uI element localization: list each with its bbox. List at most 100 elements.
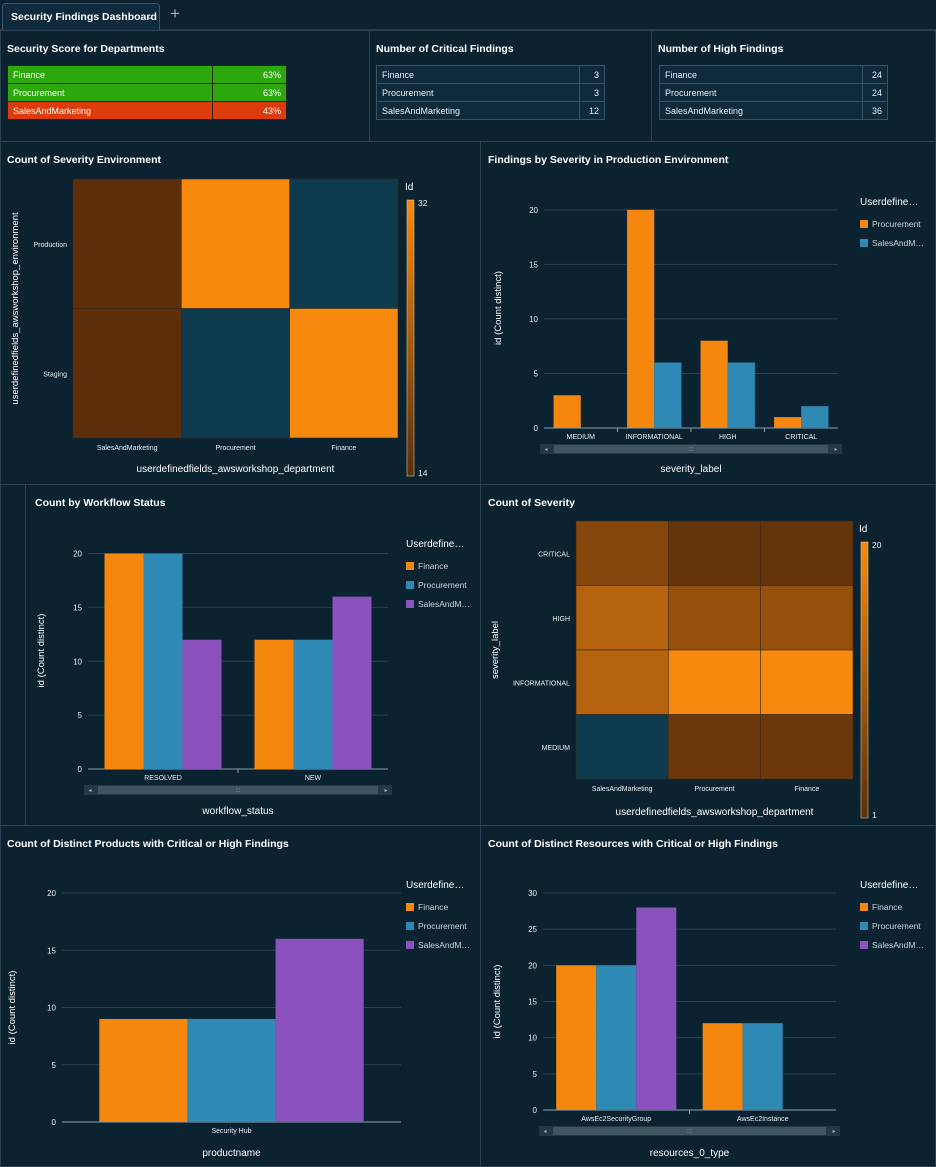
- heat-cell: [575, 585, 669, 651]
- dept-cell: SalesAndMarketing: [659, 101, 863, 120]
- dept-cell: Finance: [659, 65, 863, 84]
- x-axis-title: productname: [202, 1148, 261, 1159]
- dept-cell: SalesAndMarketing: [376, 101, 580, 120]
- y-axis-title: id (Count distinct): [7, 971, 18, 1045]
- legend-label: Procurement: [418, 921, 467, 931]
- tab-security-findings-dashboard[interactable]: Security Findings Dashboard ⌄: [2, 3, 160, 30]
- value-cell: 3: [579, 83, 605, 102]
- heat-cell: [760, 714, 854, 780]
- panel-critical-findings[interactable]: Number of Critical Findings Finance 3 Proc…: [369, 30, 652, 142]
- legend-label: Finance: [418, 902, 449, 912]
- table-row: Finance 63%: [7, 65, 287, 84]
- y-tick-label: 15: [528, 998, 537, 1007]
- bar-procurement: [187, 1018, 276, 1122]
- heat-cell: [72, 178, 182, 309]
- y-tick-label: 5: [78, 711, 83, 720]
- y-tick-label: 5: [533, 1070, 538, 1079]
- bar-procurement: [553, 395, 581, 428]
- legend-label: SalesAndM…: [418, 599, 470, 609]
- y-tick-label: 10: [529, 315, 538, 324]
- env-heatmap-chart: Production Staging SalesAndMarketing Procur…: [10, 178, 428, 478]
- panel-resources[interactable]: Count of Distinct Resources with Critica…: [480, 825, 936, 1167]
- panel-workflow-status[interactable]: Count by Workflow Status 0 5 10 15 20 RESOLVE…: [25, 484, 481, 826]
- x-axis-title: resources_0_type: [650, 1148, 730, 1159]
- y-tick-label: MEDIUM: [542, 745, 571, 752]
- bar-salesandmarketing: [801, 406, 829, 428]
- scroll-right-icon: ▸: [384, 788, 387, 794]
- panel-products[interactable]: Count of Distinct Products with Critical…: [0, 825, 481, 1167]
- legend-label: SalesAndM…: [418, 940, 470, 950]
- bar-salesandmarketing: [654, 362, 682, 428]
- table-row: Procurement 24: [659, 83, 888, 102]
- table-row: SalesAndMarketing 36: [659, 101, 888, 120]
- prod-severity-chart: 0 5 10 15 20 MEDIUM INFORMATIONAL HIGH CRITICAL:…: [493, 197, 924, 475]
- dept-cell: Finance: [376, 65, 580, 84]
- legend-title: Id: [859, 524, 867, 535]
- heat-cell: [289, 308, 399, 439]
- legend-title: Id: [405, 182, 413, 193]
- panel-spacer: [0, 484, 26, 826]
- legend-swatch: [406, 562, 414, 570]
- table-row: Finance 24: [659, 65, 888, 84]
- chevron-down-icon[interactable]: ⌄: [145, 11, 154, 22]
- y-tick-label: 20: [47, 889, 56, 898]
- legend-swatch: [860, 941, 868, 949]
- scroll-right-icon: ▸: [832, 1129, 835, 1135]
- panel-title: Count of Severity: [488, 497, 575, 509]
- panel-severity-heatmap[interactable]: Count of Severity CRITICAL HIGH INFORMATIO…: [480, 484, 936, 826]
- panel-high-findings[interactable]: Number of High Findings Finance 24 Procure…: [651, 30, 936, 142]
- legend-max-label: 20: [872, 540, 882, 550]
- y-tick-label: 20: [529, 206, 538, 215]
- panel-prod-severity[interactable]: Findings by Severity in Production Envir…: [480, 141, 936, 485]
- legend-label: Procurement: [418, 580, 467, 590]
- legend-swatch: [406, 941, 414, 949]
- x-tick-label: CRITICAL: [785, 434, 817, 441]
- bar-salesandmarketing: [182, 639, 222, 769]
- dept-cell: SalesAndMarketing: [7, 101, 213, 120]
- bar-finance: [254, 639, 294, 769]
- legend-max-label: 32: [418, 198, 428, 208]
- x-axis-title: severity_label: [660, 464, 721, 475]
- scroll-left-icon: ◂: [544, 447, 547, 453]
- dept-cell: Procurement: [7, 83, 213, 102]
- panel-env-heatmap[interactable]: Count of Severity Environment Production…: [0, 141, 481, 485]
- table-row: SalesAndMarketing 43%: [7, 101, 287, 120]
- x-tick-label: SalesAndMarketing: [592, 786, 653, 793]
- heat-cell: [668, 714, 761, 780]
- y-tick-label: 5: [52, 1061, 57, 1070]
- y-tick-label: 20: [73, 550, 82, 559]
- y-tick-label: 10: [47, 1004, 56, 1013]
- legend-title: Userdefine…: [860, 197, 918, 208]
- x-tick-label: AwsEc2SecurityGroup: [581, 1116, 651, 1123]
- panel-title: Count of Severity Environment: [7, 154, 162, 166]
- y-tick-label: 0: [534, 424, 539, 433]
- x-axis-title: userdefinedfields_awsworkshop_department: [137, 464, 335, 475]
- value-cell: 36: [862, 101, 888, 120]
- y-tick-label: 0: [78, 765, 83, 774]
- bar-salesandmarketing: [332, 596, 372, 769]
- legend-title: Userdefine…: [406, 880, 464, 891]
- y-tick-label: 5: [534, 369, 539, 378]
- bar-finance: [556, 965, 597, 1110]
- bar-procurement: [596, 965, 637, 1110]
- panel-security-score[interactable]: Security Score for Departments Finance 63…: [0, 30, 370, 142]
- x-tick-label: INFORMATIONAL: [626, 434, 683, 441]
- legend-swatch: [860, 220, 868, 228]
- heat-cell: [181, 178, 290, 309]
- y-tick-label: 0: [52, 1118, 57, 1127]
- x-tick-label: MEDIUM: [567, 434, 596, 441]
- bar-finance: [99, 1018, 188, 1122]
- add-tab-button[interactable]: +: [170, 4, 180, 23]
- legend-label: Finance: [872, 902, 903, 912]
- critical-findings-table: Finance 3 Procurement 3 SalesAndMarketing 12: [376, 65, 605, 120]
- heat-cell: [181, 308, 290, 439]
- y-tick-label: 25: [528, 925, 537, 934]
- legend-title: Userdefine…: [860, 880, 918, 891]
- y-tick-label: Production: [34, 242, 68, 249]
- legend-min-label: 14: [418, 468, 428, 478]
- legend-title: Userdefine…: [406, 539, 464, 550]
- legend-label: Procurement: [872, 921, 921, 931]
- heat-cell: [575, 714, 669, 780]
- table-row: Procurement 63%: [7, 83, 287, 102]
